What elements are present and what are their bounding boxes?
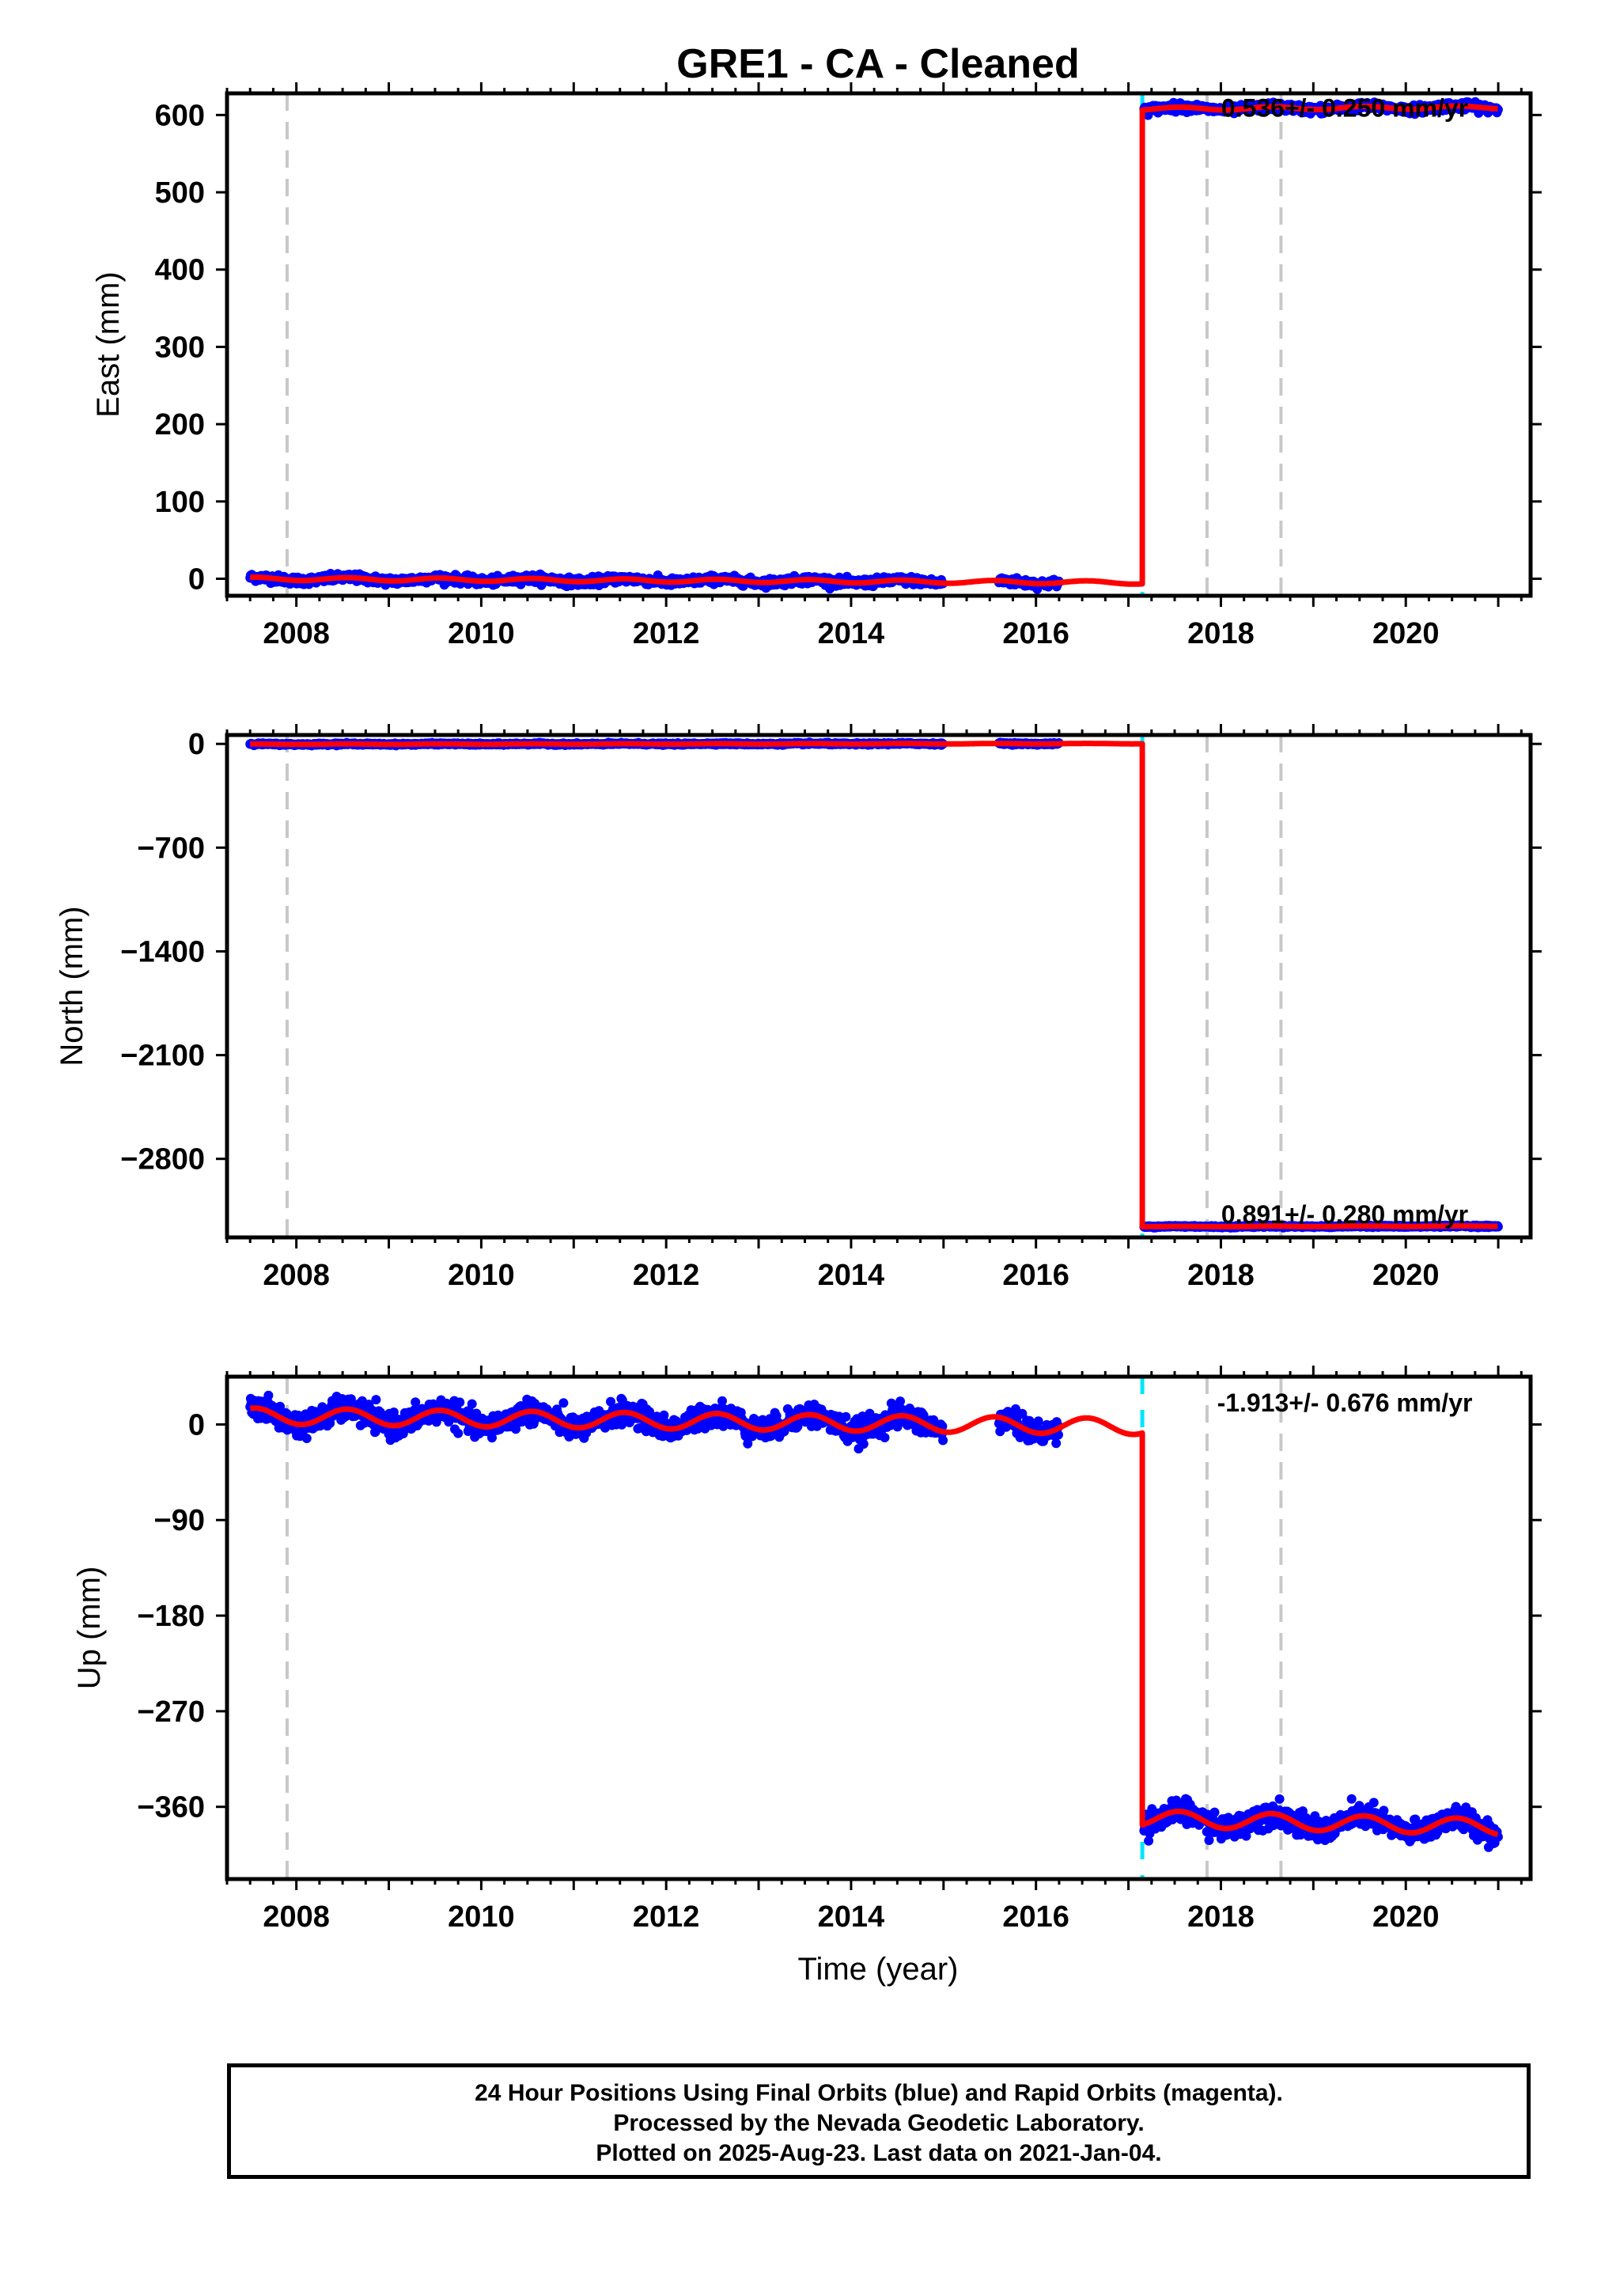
chart-title: GRE1 - CA - Cleaned — [676, 41, 1080, 87]
data-point — [453, 1428, 464, 1438]
y-tick-label: 500 — [155, 176, 205, 210]
panel-3: 2008 2010 2012 2014 2016 2018 20200−90−180−270… — [72, 1366, 1542, 1934]
y-tick-label: 0 — [188, 728, 205, 761]
y-tick-label: −1400 — [120, 935, 205, 968]
data-points — [245, 97, 1503, 594]
x-tick-label: 2008 — [263, 617, 330, 650]
plot-area — [245, 1377, 1503, 1879]
model-line — [248, 741, 1500, 1230]
x-tick-label: 2020 — [1372, 1259, 1440, 1292]
panel-1: 2008 2010 2012 2014 2016 2018 2020 0 100 200 300 40… — [91, 82, 1542, 650]
x-tick-label: 2016 — [1002, 617, 1069, 650]
y-tick-label: 300 — [155, 331, 205, 364]
rate-label: 0.891+/- 0.280 mm/yr — [1221, 1200, 1468, 1229]
plot-area — [245, 735, 1503, 1237]
data-point — [455, 1397, 465, 1408]
y-tick-label: 200 — [155, 408, 205, 441]
y-axis-label: North (mm) — [55, 906, 89, 1066]
x-tick-label: 2018 — [1187, 1259, 1255, 1292]
y-tick-label: −2100 — [120, 1040, 205, 1073]
x-tick-label: 2010 — [448, 1259, 515, 1292]
y-tick-label: −700 — [137, 832, 205, 865]
x-tick-label: 2016 — [1002, 1259, 1069, 1292]
data-point — [263, 1390, 274, 1400]
x-tick-label: 2012 — [633, 617, 700, 650]
rate-label: 0.536+/- 0.250 mm/yr — [1221, 94, 1468, 123]
x-tick-label: 2014 — [818, 1259, 885, 1292]
x-tick-label: 2008 — [263, 1259, 330, 1292]
plot-frame — [225, 91, 1533, 598]
data-points — [245, 737, 1503, 1233]
plot-area — [245, 93, 1503, 596]
panels: 2008 2010 2012 2014 2016 2018 2020 0 100 200 300 40… — [55, 82, 1542, 1934]
x-tick-label: 2010 — [448, 617, 515, 650]
y-tick-label: 0 — [188, 563, 205, 597]
x-tick-label: 2018 — [1187, 617, 1255, 650]
x-tick-label: 2020 — [1372, 617, 1440, 650]
data-point — [371, 1395, 381, 1405]
data-point — [467, 1399, 477, 1409]
plot-frame — [225, 733, 1533, 1240]
data-point — [558, 1398, 569, 1408]
y-tick-label: 600 — [155, 99, 205, 132]
y-tick-label: 100 — [155, 486, 205, 519]
y-tick-label: −2800 — [120, 1143, 205, 1176]
x-tick-label: 2014 — [818, 617, 885, 650]
data-point — [301, 1434, 312, 1443]
x-tick-label: 2012 — [633, 1259, 700, 1292]
y-axis-label: East (mm) — [91, 271, 126, 417]
panel-2: 2008 2010 2012 2014 2016 2018 2020 0 −700 −1400 −2… — [55, 724, 1542, 1292]
data-points — [245, 1390, 1503, 1852]
y-tick-label: 400 — [155, 254, 205, 287]
model-line — [248, 103, 1500, 587]
